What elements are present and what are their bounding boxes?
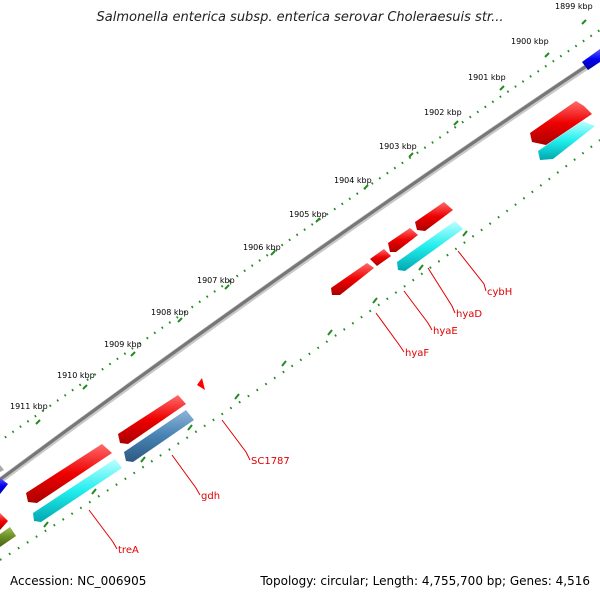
feature-hyaD[interactable] [388, 228, 418, 252]
feature-cyan-arrow[interactable] [33, 459, 122, 522]
ruler-tick [581, 19, 587, 25]
backbone-arc [0, 55, 600, 482]
ruler-tick-label: 1901 kbp [468, 73, 506, 82]
feature-red-arrow[interactable] [118, 395, 186, 444]
gene-label[interactable]: treA [118, 545, 139, 556]
gene-label[interactable]: gdh [201, 491, 220, 502]
feature-cybH-reverse[interactable] [397, 221, 463, 271]
ruler-tick-label: 1903 kbp [379, 142, 417, 151]
feature-red-arrow[interactable] [530, 101, 592, 145]
features [0, 49, 600, 547]
gene-label[interactable]: hyaE [433, 326, 458, 337]
gene-label[interactable]: SC1787 [251, 456, 290, 467]
feature-SC1787[interactable] [197, 378, 205, 390]
feature-hyaF[interactable] [331, 263, 374, 295]
label-leaders [88, 250, 487, 550]
ruler-tick-label: 1911 kbp [10, 402, 48, 411]
feature-treA[interactable] [26, 444, 112, 503]
ruler-tick-label: 1909 kbp [104, 340, 142, 349]
ruler-tick [499, 85, 505, 91]
track-ticks [43, 230, 468, 528]
feature-red-arrow[interactable] [0, 513, 8, 530]
ruler-outer-dotted-arc [0, 29, 600, 443]
feature-small-left[interactable] [0, 465, 4, 472]
genome-summary: Topology: circular; Length: 4,755,700 bp… [260, 574, 590, 588]
map-title: Salmonella enterica subsp. enterica sero… [96, 10, 504, 25]
ruler-tick [453, 120, 459, 126]
ruler-tick [35, 419, 41, 425]
ruler-tick [270, 250, 276, 256]
accession-label: Accession: NC_006905 [10, 574, 147, 588]
ruler-tick [544, 52, 550, 58]
feature-blue-arrow[interactable] [582, 49, 600, 70]
gene-label[interactable]: cybH [487, 287, 512, 298]
ruler-tick-label: 1900 kbp [511, 37, 549, 46]
ruler-tick-label: 1907 kbp [197, 276, 235, 285]
gene-label[interactable]: hyaD [456, 309, 482, 320]
ruler-tick [130, 351, 136, 357]
feature-gdh[interactable] [124, 410, 194, 462]
ruler-tick-label: 1904 kbp [334, 176, 372, 185]
ruler-tick [224, 284, 230, 290]
ruler-tick-label: 1908 kbp [151, 308, 189, 317]
ruler-tick [177, 317, 183, 323]
ruler-tick [408, 152, 414, 158]
feature-olive-arrow[interactable] [0, 527, 16, 547]
ruler-tick-label: 1905 kbp [289, 210, 327, 219]
ruler-tick-label: 1902 kbp [424, 108, 462, 117]
ruler-tick [82, 384, 88, 390]
feature-hyaE[interactable] [370, 249, 391, 266]
ruler-ticks: 1899 kbp 1900 kbp 1901 kbp 1902 kbp 1903… [10, 2, 593, 425]
gene-labels: cybH hyaD hyaE hyaF SC1787 gdh treA [118, 287, 512, 556]
track-dotted-arc [0, 139, 600, 561]
ruler-tick-label: 1910 kbp [57, 371, 95, 380]
feature-hyaE2[interactable] [415, 202, 453, 231]
ruler-tick-label: 1906 kbp [243, 243, 281, 252]
feature-blue-arrow[interactable] [0, 478, 8, 494]
backbone-arc-shadow [0, 55, 600, 485]
gene-label[interactable]: hyaF [405, 348, 429, 359]
ruler-tick [363, 184, 369, 190]
feature-cyan-arrow[interactable] [538, 121, 595, 160]
ruler-tick-label: 1899 kbp [555, 2, 593, 11]
ruler-tick [315, 217, 321, 223]
